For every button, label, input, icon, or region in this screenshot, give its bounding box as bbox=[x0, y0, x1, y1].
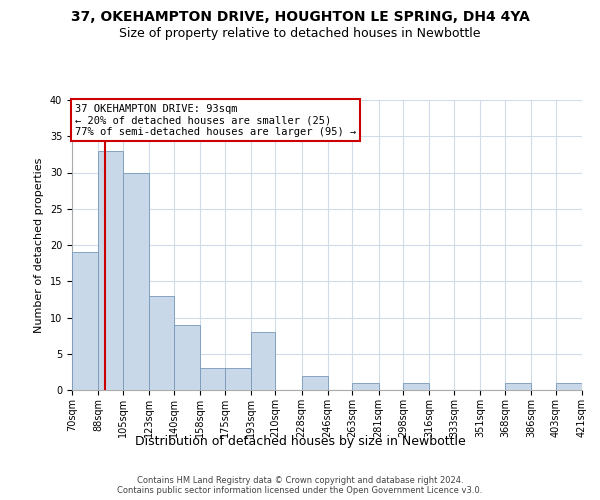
Text: Size of property relative to detached houses in Newbottle: Size of property relative to detached ho… bbox=[119, 28, 481, 40]
Bar bbox=[556, 383, 582, 390]
Bar bbox=[98, 151, 123, 390]
Bar bbox=[302, 376, 328, 390]
Text: Contains HM Land Registry data © Crown copyright and database right 2024.
Contai: Contains HM Land Registry data © Crown c… bbox=[118, 476, 482, 495]
Bar bbox=[403, 383, 430, 390]
Text: 37, OKEHAMPTON DRIVE, HOUGHTON LE SPRING, DH4 4YA: 37, OKEHAMPTON DRIVE, HOUGHTON LE SPRING… bbox=[71, 10, 529, 24]
Y-axis label: Number of detached properties: Number of detached properties bbox=[34, 158, 44, 332]
Bar bbox=[200, 368, 224, 390]
Text: 37 OKEHAMPTON DRIVE: 93sqm
← 20% of detached houses are smaller (25)
77% of semi: 37 OKEHAMPTON DRIVE: 93sqm ← 20% of deta… bbox=[75, 104, 356, 137]
Bar bbox=[224, 368, 251, 390]
Bar bbox=[352, 383, 379, 390]
Bar bbox=[149, 296, 174, 390]
Bar bbox=[505, 383, 531, 390]
Bar bbox=[174, 325, 200, 390]
Text: Distribution of detached houses by size in Newbottle: Distribution of detached houses by size … bbox=[134, 435, 466, 448]
Bar bbox=[123, 172, 149, 390]
Bar bbox=[72, 252, 98, 390]
Bar bbox=[251, 332, 275, 390]
